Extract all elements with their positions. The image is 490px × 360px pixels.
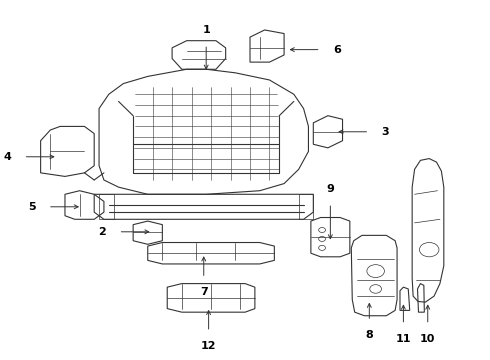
- Text: 11: 11: [395, 334, 411, 343]
- Text: 9: 9: [326, 184, 334, 194]
- Text: 3: 3: [382, 127, 389, 137]
- Text: 12: 12: [201, 341, 217, 351]
- Text: 1: 1: [202, 25, 210, 35]
- Text: 6: 6: [333, 45, 341, 55]
- Text: 2: 2: [98, 227, 106, 237]
- Text: 5: 5: [28, 202, 36, 212]
- Text: 8: 8: [366, 330, 373, 340]
- Text: 10: 10: [420, 334, 436, 343]
- Text: 7: 7: [200, 287, 208, 297]
- Text: 4: 4: [3, 152, 11, 162]
